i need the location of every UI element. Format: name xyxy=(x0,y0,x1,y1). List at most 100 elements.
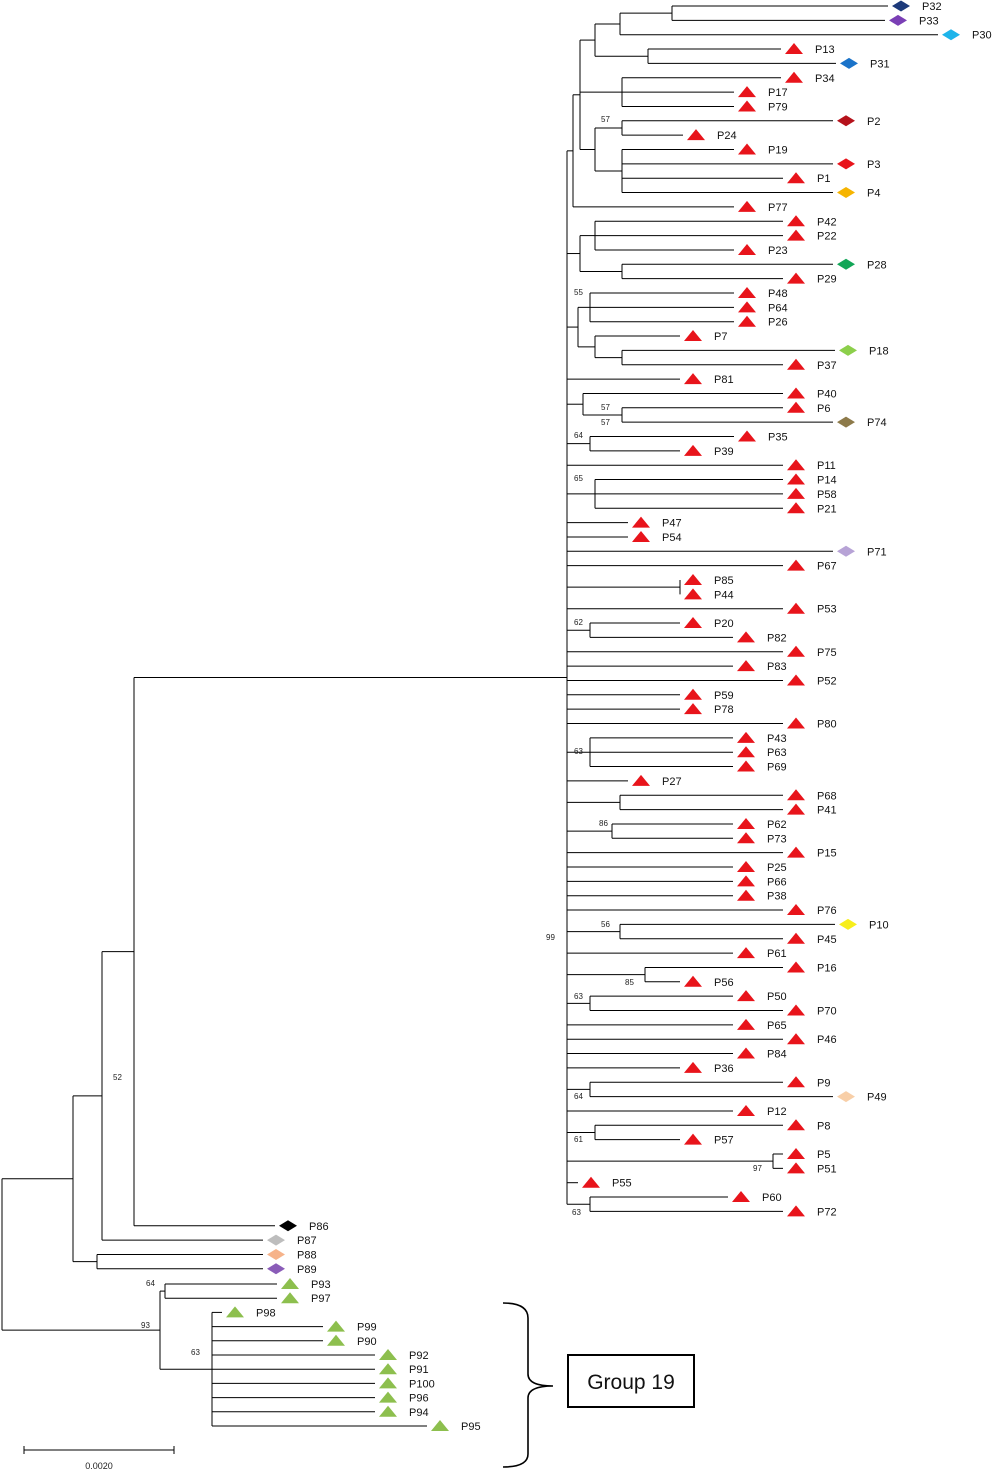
triangle-marker xyxy=(787,559,805,571)
taxon: P34 xyxy=(785,71,835,85)
triangle-marker xyxy=(684,688,702,700)
taxon: P11 xyxy=(787,459,836,472)
taxon-label: P22 xyxy=(817,231,837,243)
taxon: P27 xyxy=(632,774,682,788)
taxon-label: P6 xyxy=(817,403,830,415)
taxon-label: P1 xyxy=(817,173,830,185)
bootstrap-value: 86 xyxy=(599,819,608,828)
taxon: P48 xyxy=(738,287,788,300)
taxon: P66 xyxy=(737,875,787,888)
taxon: P97 xyxy=(281,1292,331,1305)
taxon-label: P39 xyxy=(714,446,734,458)
taxon-label: P47 xyxy=(662,518,682,530)
taxon-label: P5 xyxy=(817,1149,830,1161)
taxon-label: P94 xyxy=(409,1407,429,1419)
taxon-label: P59 xyxy=(714,690,734,702)
taxon: P49 xyxy=(837,1091,887,1104)
taxon-label: P23 xyxy=(768,245,788,257)
triangle-marker xyxy=(684,588,702,600)
taxon-label: P96 xyxy=(409,1393,429,1405)
taxon-label: P49 xyxy=(867,1092,887,1104)
taxon: P7 xyxy=(684,330,727,343)
taxon: P46 xyxy=(787,1033,837,1046)
taxon-label: P92 xyxy=(409,1350,429,1362)
triangle-marker xyxy=(632,530,650,542)
diamond-marker xyxy=(837,115,855,127)
taxon-label: P38 xyxy=(767,891,787,903)
taxon-label: P86 xyxy=(309,1221,329,1233)
triangle-marker xyxy=(787,602,805,614)
taxon: P93 xyxy=(281,1278,331,1291)
taxon: P86 xyxy=(279,1220,329,1233)
taxon: P85 xyxy=(684,574,734,587)
taxon-label: P77 xyxy=(768,202,788,214)
bootstrap-value: 57 xyxy=(601,403,610,412)
taxon: P69 xyxy=(737,760,787,774)
taxon-label: P4 xyxy=(867,188,880,200)
taxon: P31 xyxy=(840,57,890,70)
triangle-marker xyxy=(787,1004,805,1016)
taxon-label: P45 xyxy=(817,934,837,946)
diamond-marker xyxy=(267,1248,285,1260)
taxon-label: P9 xyxy=(817,1077,830,1089)
taxon: P36 xyxy=(684,1061,734,1075)
triangle-marker xyxy=(787,387,805,399)
taxon-label: P93 xyxy=(311,1279,331,1291)
taxon-label: P83 xyxy=(767,661,787,673)
taxon: P63 xyxy=(737,746,787,759)
taxon-label: P67 xyxy=(817,561,837,573)
diamond-marker xyxy=(837,258,855,270)
taxon-label: P80 xyxy=(817,719,837,731)
bootstrap-value: 56 xyxy=(601,920,610,929)
taxon: P61 xyxy=(737,947,787,960)
scale-bar: 0.0020 xyxy=(23,1446,175,1470)
taxon: P4 xyxy=(837,187,880,200)
taxon-label: P65 xyxy=(767,1020,787,1032)
triangle-marker xyxy=(787,459,805,471)
triangle-marker xyxy=(787,1119,805,1131)
taxon: P57 xyxy=(684,1133,734,1147)
diamond-marker xyxy=(279,1220,297,1232)
bootstrap-value: 62 xyxy=(574,618,583,627)
taxon: P15 xyxy=(787,846,837,860)
diamond-marker xyxy=(837,545,855,557)
taxon-label: P73 xyxy=(767,833,787,845)
taxon-label: P11 xyxy=(817,460,836,472)
taxon: P87 xyxy=(267,1234,317,1247)
triangle-marker xyxy=(687,129,705,141)
taxon: P18 xyxy=(839,344,889,357)
taxon-label: P89 xyxy=(297,1264,317,1276)
triangle-marker xyxy=(787,932,805,944)
triangle-marker xyxy=(737,746,755,758)
taxon-label: P74 xyxy=(867,417,887,429)
taxon: P82 xyxy=(737,631,787,644)
taxon: P68 xyxy=(787,789,837,802)
triangle-marker xyxy=(787,358,805,370)
triangle-marker xyxy=(787,674,805,686)
triangle-marker xyxy=(738,430,756,442)
curly-brace xyxy=(502,1302,554,1468)
taxon-label: P82 xyxy=(767,632,787,644)
triangle-marker xyxy=(737,889,755,901)
taxon: P96 xyxy=(379,1391,429,1405)
triangle-marker xyxy=(226,1306,244,1318)
taxon-label: P33 xyxy=(919,15,939,27)
triangle-marker xyxy=(787,1076,805,1088)
bootstrap-value: 63 xyxy=(191,1348,200,1357)
taxon: P91 xyxy=(379,1363,429,1376)
group-label: Group 19 xyxy=(587,1371,675,1394)
taxon: P9 xyxy=(787,1076,830,1089)
taxon-label: P29 xyxy=(817,274,837,286)
taxon: P98 xyxy=(226,1306,276,1319)
taxon-label: P15 xyxy=(817,848,837,860)
taxon: P21 xyxy=(787,502,837,515)
taxon-label: P30 xyxy=(972,30,992,42)
triangle-marker xyxy=(737,660,755,672)
taxon: P35 xyxy=(738,430,788,444)
taxon: P62 xyxy=(737,817,787,831)
taxon-label: P31 xyxy=(870,58,890,70)
diamond-marker xyxy=(942,29,960,41)
bootstrap-value: 97 xyxy=(753,1164,762,1173)
taxon: P10 xyxy=(839,918,889,931)
triangle-marker xyxy=(281,1292,299,1304)
